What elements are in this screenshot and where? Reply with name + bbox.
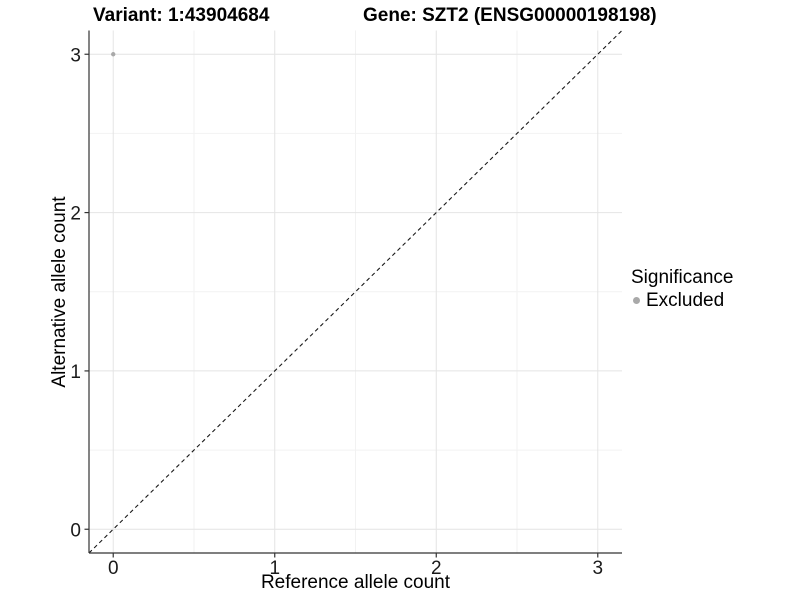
- svg-text:0: 0: [70, 520, 81, 541]
- variant-title: Variant: 1:43904684: [93, 5, 270, 26]
- svg-text:0: 0: [108, 558, 119, 579]
- svg-text:3: 3: [592, 558, 603, 579]
- legend-point-icon: [633, 297, 640, 304]
- svg-text:1: 1: [269, 558, 280, 579]
- gene-title: Gene: SZT2 (ENSG00000198198): [363, 5, 657, 26]
- legend-entry-excluded: Excluded: [631, 289, 733, 312]
- x-axis-label: Reference allele count: [260, 572, 451, 593]
- y-axis-label: Alternative allele count: [49, 196, 70, 388]
- legend-title: Significance: [631, 267, 734, 288]
- legend: Significance Excluded: [631, 266, 733, 312]
- svg-text:3: 3: [70, 45, 81, 66]
- svg-text:1: 1: [70, 362, 81, 383]
- svg-text:2: 2: [431, 558, 442, 579]
- svg-text:2: 2: [70, 204, 81, 225]
- legend-entry-label: Excluded: [646, 289, 725, 311]
